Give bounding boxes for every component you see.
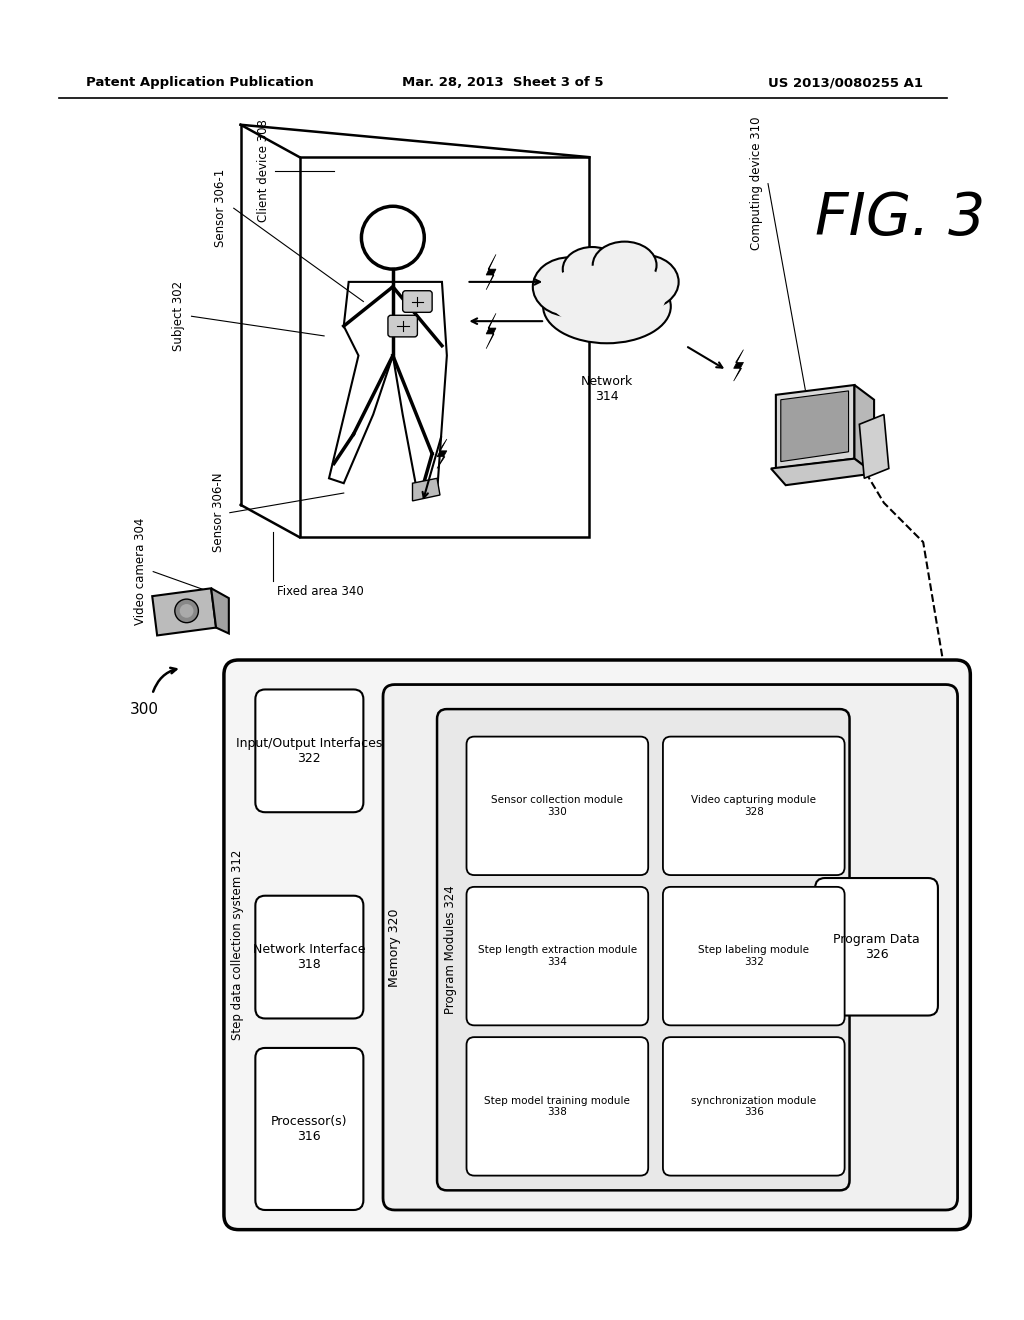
Text: Subject 302: Subject 302: [172, 281, 185, 351]
FancyBboxPatch shape: [224, 660, 971, 1230]
Text: Network Interface
318: Network Interface 318: [253, 942, 366, 972]
Polygon shape: [733, 350, 743, 381]
Ellipse shape: [543, 269, 671, 343]
FancyBboxPatch shape: [815, 878, 938, 1015]
Polygon shape: [329, 282, 446, 494]
Ellipse shape: [548, 265, 666, 329]
Text: Program Modules 324: Program Modules 324: [444, 886, 458, 1014]
Polygon shape: [780, 391, 849, 462]
FancyBboxPatch shape: [402, 290, 432, 313]
Ellipse shape: [610, 255, 679, 309]
Polygon shape: [413, 478, 440, 500]
Text: Sensor 306-N: Sensor 306-N: [212, 473, 224, 553]
Text: Input/Output Interfaces
322: Input/Output Interfaces 322: [237, 737, 383, 764]
Text: Processor(s)
316: Processor(s) 316: [271, 1115, 347, 1143]
FancyBboxPatch shape: [437, 709, 850, 1191]
Polygon shape: [771, 458, 874, 486]
Text: Network
314: Network 314: [581, 375, 633, 403]
Ellipse shape: [532, 257, 606, 317]
Text: Step data collection system 312: Step data collection system 312: [231, 850, 244, 1040]
Polygon shape: [776, 385, 854, 469]
FancyBboxPatch shape: [467, 737, 648, 875]
Text: Step labeling module
332: Step labeling module 332: [698, 945, 809, 968]
Polygon shape: [486, 255, 496, 290]
Text: Video capturing module
328: Video capturing module 328: [691, 795, 816, 817]
Polygon shape: [854, 385, 874, 474]
Ellipse shape: [563, 247, 622, 292]
Text: Sensor collection module
330: Sensor collection module 330: [492, 795, 624, 817]
Text: Patent Application Publication: Patent Application Publication: [86, 77, 314, 88]
Text: US 2013/0080255 A1: US 2013/0080255 A1: [768, 77, 924, 88]
FancyBboxPatch shape: [383, 685, 957, 1210]
FancyBboxPatch shape: [255, 1048, 364, 1210]
FancyBboxPatch shape: [388, 315, 418, 337]
Ellipse shape: [607, 267, 666, 306]
FancyBboxPatch shape: [255, 689, 364, 812]
Ellipse shape: [548, 269, 607, 314]
Text: Video camera 304: Video camera 304: [134, 517, 146, 626]
Text: Mar. 28, 2013  Sheet 3 of 5: Mar. 28, 2013 Sheet 3 of 5: [402, 77, 603, 88]
Text: Computing device 310: Computing device 310: [750, 117, 763, 251]
Text: 300: 300: [130, 702, 159, 717]
Text: Program Data
326: Program Data 326: [834, 933, 920, 961]
FancyBboxPatch shape: [255, 896, 364, 1019]
Text: Memory 320: Memory 320: [388, 908, 401, 986]
Polygon shape: [486, 313, 496, 348]
Text: synchronization module
336: synchronization module 336: [691, 1096, 816, 1117]
FancyBboxPatch shape: [663, 1038, 845, 1176]
Ellipse shape: [593, 242, 656, 289]
Polygon shape: [437, 440, 446, 469]
Text: Step model training module
338: Step model training module 338: [484, 1096, 631, 1117]
Text: FIG. 3: FIG. 3: [815, 190, 985, 247]
Text: Step length extraction module
334: Step length extraction module 334: [478, 945, 637, 968]
Polygon shape: [859, 414, 889, 478]
FancyBboxPatch shape: [663, 887, 845, 1026]
Polygon shape: [153, 589, 216, 635]
FancyBboxPatch shape: [663, 737, 845, 875]
Text: Sensor 306-1: Sensor 306-1: [214, 169, 227, 247]
Text: Client device 308: Client device 308: [257, 120, 269, 222]
Polygon shape: [211, 589, 228, 634]
Circle shape: [180, 605, 194, 618]
Text: Fixed area 340: Fixed area 340: [276, 585, 364, 598]
Circle shape: [175, 599, 199, 623]
FancyBboxPatch shape: [467, 887, 648, 1026]
FancyBboxPatch shape: [467, 1038, 648, 1176]
